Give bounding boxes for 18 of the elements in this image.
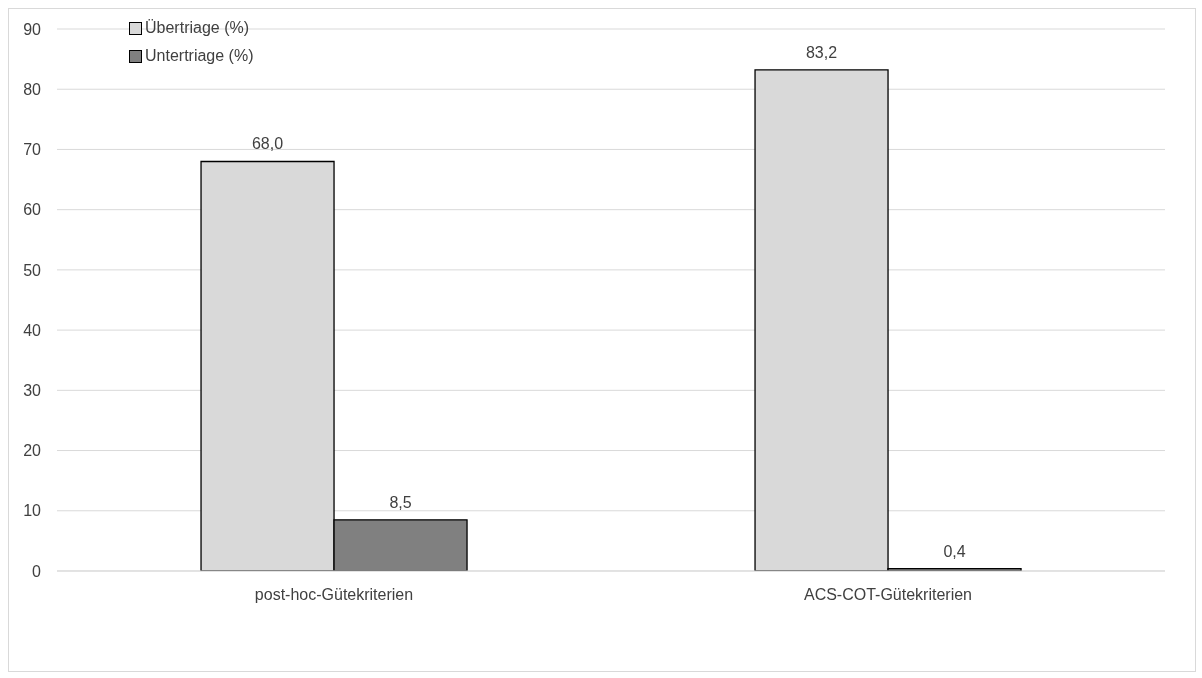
- y-tick-label: 10: [23, 502, 42, 520]
- x-tick-label: post-hoc-Gütekriterien: [254, 586, 414, 604]
- y-tick-label: 90: [23, 20, 42, 38]
- data-label: 83,2: [805, 43, 838, 61]
- data-label: 68,0: [251, 135, 284, 153]
- y-tick-label: 30: [23, 382, 42, 400]
- legend-label: Untertriage (%): [145, 47, 254, 65]
- y-tick-label: 0: [32, 562, 42, 580]
- y-tick-label: 80: [23, 80, 42, 98]
- legend-label: Übertriage (%): [145, 19, 250, 37]
- y-tick-label: 40: [23, 321, 42, 339]
- y-tick-label: 50: [23, 261, 42, 279]
- x-tick-label: ACS-COT-Gütekriterien: [803, 586, 973, 604]
- y-tick-label: 20: [23, 442, 42, 460]
- data-label: 8,5: [389, 493, 412, 511]
- y-tick-label: 60: [23, 201, 42, 219]
- data-label: 0,4: [943, 542, 966, 560]
- y-tick-label: 70: [23, 141, 42, 159]
